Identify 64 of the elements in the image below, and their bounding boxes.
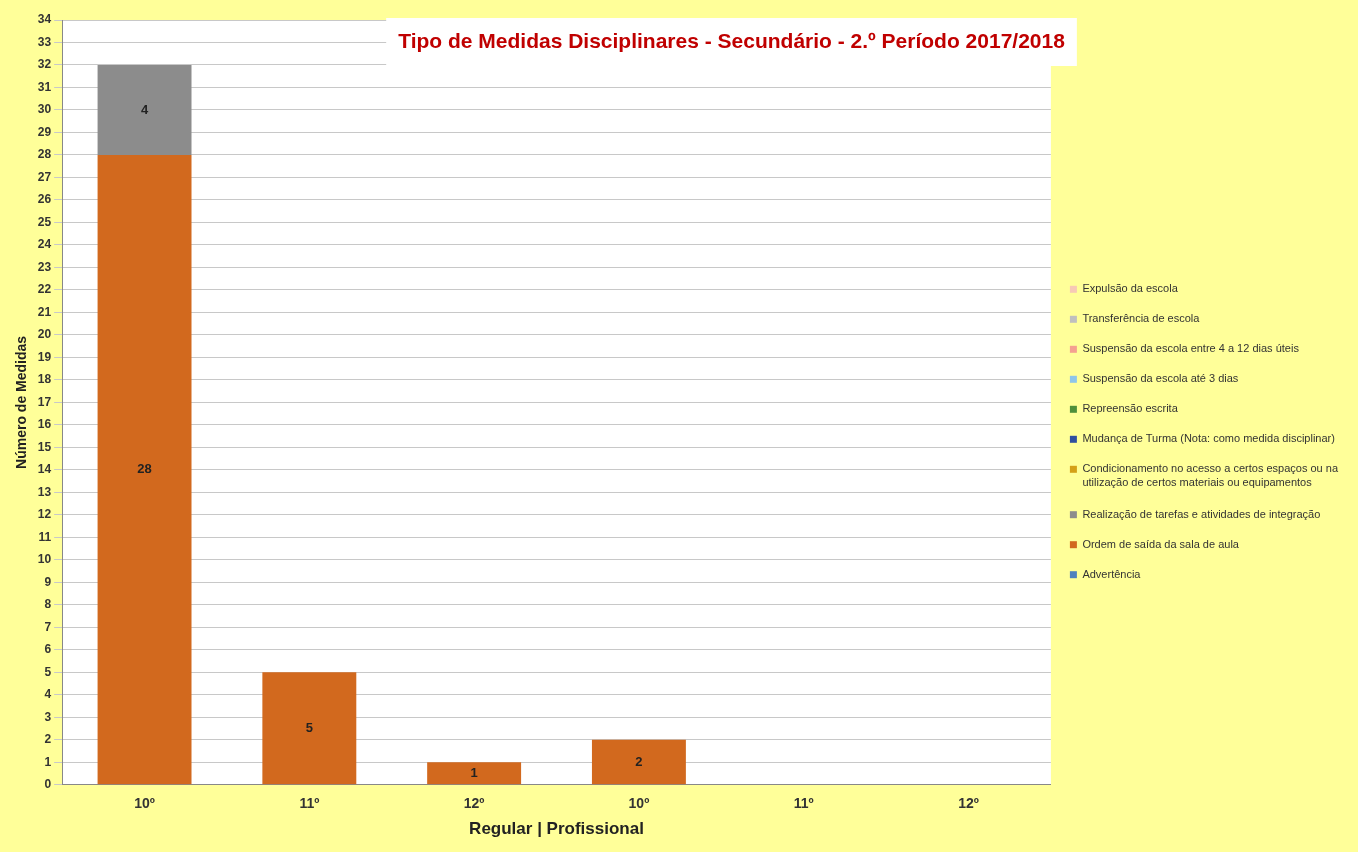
y-tick-label: 16 [37, 417, 52, 432]
y-tick-label: 21 [37, 304, 52, 319]
data-label: 5 [305, 719, 313, 735]
y-tick-label: 27 [37, 169, 52, 184]
x-tick-label: 10º [628, 795, 650, 812]
legend-label: Condicionamento no acesso a certos espaços ou na utilização de certos materiais ou equipamentos [1082, 462, 1339, 488]
legend-label: Ordem de saída da sala de aula [1082, 537, 1240, 550]
y-tick-label: 17 [37, 394, 52, 409]
y-tick-label: 18 [37, 372, 52, 387]
y-tick-label: 24 [37, 237, 52, 252]
y-tick-label: 14 [37, 462, 52, 477]
y-tick-label: 9 [44, 574, 52, 589]
bar [262, 672, 357, 785]
y-tick-label: 32 [37, 57, 52, 72]
y-tick-label: 7 [44, 619, 52, 634]
y-tick-label: 10 [37, 552, 52, 567]
data-label: 2 [635, 753, 643, 769]
legend-label: Advertência [1082, 567, 1142, 580]
y-tick-label: 13 [37, 484, 52, 499]
y-tick-label: 33 [37, 34, 52, 49]
legend-label: Expulsão da escola [1082, 282, 1179, 295]
bar [427, 762, 522, 785]
bar [591, 739, 686, 785]
legend-label: Mudança de Turma (Nota: como medida disciplinar) [1082, 432, 1335, 445]
legend-label: Suspensão da escola até 3 dias [1082, 372, 1239, 385]
y-tick-label: 34 [37, 12, 52, 27]
y-tick-label: 20 [37, 327, 52, 342]
y-tick-label: 30 [37, 102, 52, 117]
x-tick-label: 12º [958, 795, 979, 812]
y-tick-label: 28 [37, 147, 52, 162]
y-tick-label: 25 [37, 214, 52, 229]
y-tick-label: 29 [37, 124, 52, 139]
bar [97, 64, 192, 155]
x-tick-label: 11º [299, 795, 320, 812]
data-label: 4 [140, 101, 149, 117]
y-tick-label: 2 [44, 732, 52, 747]
chart-title: Tipo de Medidas Disciplinares - Secundário - 2.º Período 2017/2018 [398, 28, 1066, 52]
data-label: 28 [137, 461, 152, 477]
y-tick-label: 15 [37, 439, 52, 454]
y-tick-label: 6 [44, 642, 52, 657]
y-tick-label: 8 [44, 597, 52, 612]
x-tick-label: 12º [463, 795, 485, 812]
y-tick-label: 26 [37, 192, 52, 207]
legend-label: Transferência de escola [1082, 312, 1201, 325]
y-tick-label: 23 [37, 259, 52, 274]
legend-label: Suspensão da escola entre 4 a 12 dias úteis [1082, 342, 1300, 355]
x-tick-label: 11º [793, 795, 814, 812]
y-tick-label: 22 [37, 282, 52, 297]
y-axis-title: Número de Medidas [13, 335, 30, 469]
y-tick-label: 31 [37, 79, 52, 94]
y-tick-label: 4 [44, 687, 52, 702]
y-tick-label: 1 [44, 754, 52, 769]
legend-label: Repreensão escrita [1082, 402, 1179, 415]
x-axis-title: Regular | Profissional [469, 819, 644, 839]
y-tick-label: 5 [44, 664, 52, 679]
y-tick-label: 3 [44, 709, 52, 724]
bar [97, 154, 192, 785]
y-tick-label: 12 [37, 507, 52, 522]
y-tick-label: 11 [38, 529, 52, 544]
x-tick-label: 10º [134, 795, 155, 812]
y-tick-label: 19 [37, 349, 52, 364]
data-label: 1 [470, 764, 478, 780]
legend-label: Realização de tarefas e atividades de integração [1082, 507, 1321, 520]
y-tick-label: 0 [44, 777, 52, 792]
